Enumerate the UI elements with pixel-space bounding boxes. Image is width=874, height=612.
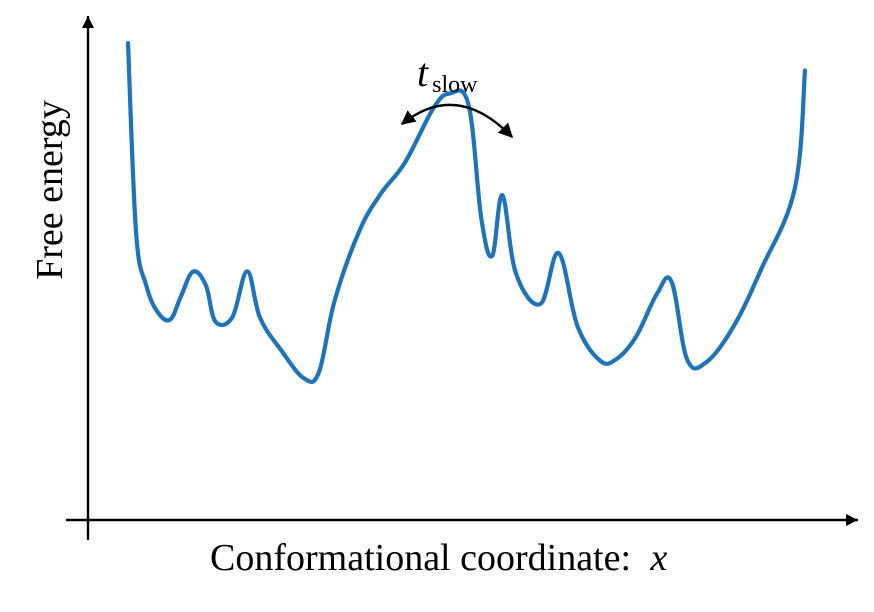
- t-subscript: slow: [432, 72, 478, 98]
- free-energy-curve: [125, 40, 808, 385]
- x-axis-label-text: Conformational coordinate:: [210, 537, 631, 579]
- y-axis-label: Free energy: [29, 100, 71, 280]
- t-symbol: t: [417, 50, 429, 95]
- x-axis-label: Conformational coordinate: x: [210, 537, 668, 579]
- t-slow-double-arrow: [400, 103, 514, 139]
- t-slow-label: t slow: [417, 50, 478, 98]
- x-axis-variable: x: [650, 537, 668, 579]
